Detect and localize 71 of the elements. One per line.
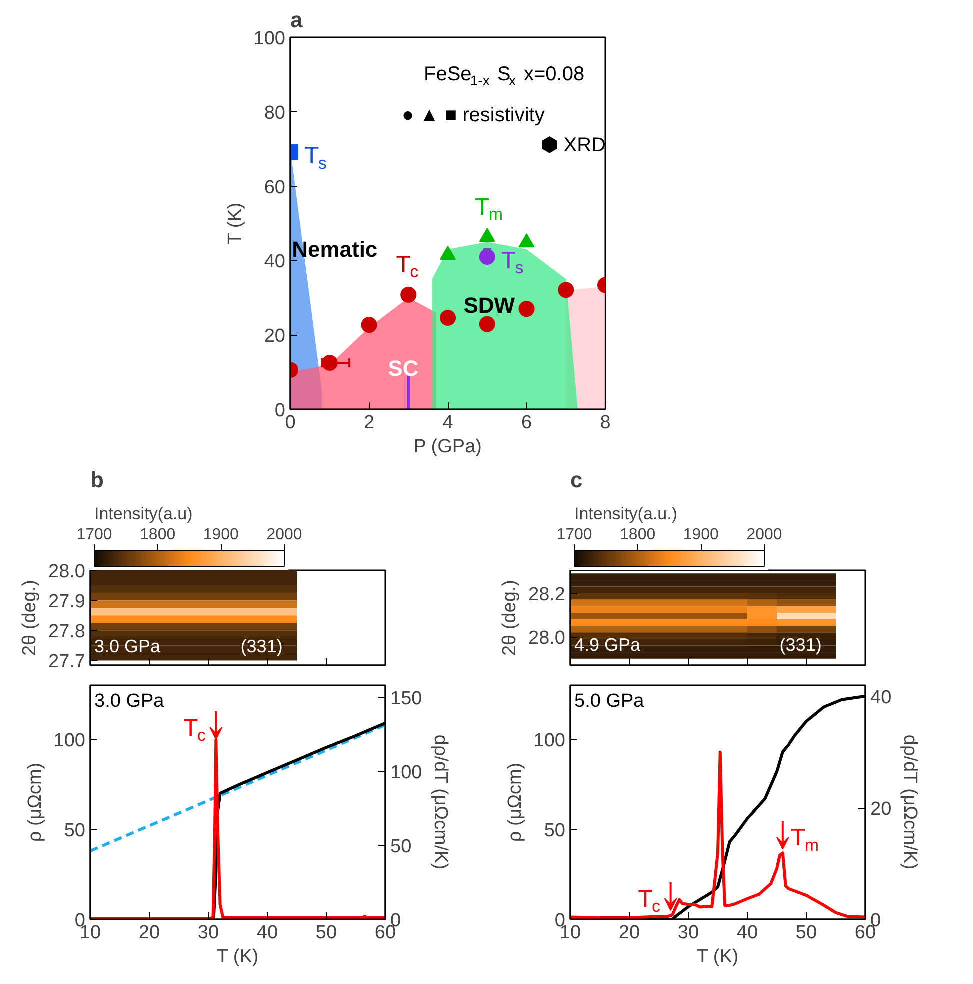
y-tick-label: 27.9 [48,592,86,613]
y-tick-label: 100 [54,730,86,752]
point [558,282,574,298]
annotation: (331) [240,636,283,657]
y2-tick-label: 150 [390,688,422,710]
annotation: ⬢ XRD [541,134,606,156]
annotation: SDW [464,292,516,318]
y-tick-label: 50 [544,820,566,842]
y-tick-label: 27.7 [48,652,86,673]
y-axis-title: ρ (μΩcm) [504,762,526,842]
y-axis-title: T (K) [224,202,246,245]
y-axis-title: ρ (μΩcm) [24,762,46,842]
chart-title: c [570,468,583,492]
annotation: 3.0 GPa [94,691,165,712]
y-axis-title: 2θ (deg.) [20,580,41,656]
y2-axis-title: dρ/dT (μΩcm/K) [430,734,452,870]
y-tick-label: 28.0 [48,562,86,582]
y2-tick-label: 40 [870,688,892,709]
x-axis-title: T (K) [216,946,259,968]
color-bar-label: 1800 [620,526,656,544]
annotation: 5.0 GPa [574,691,645,712]
x-tick-label: 50 [316,922,338,944]
x-tick-label: 30 [678,922,700,944]
x-tick-label: 50 [796,922,818,944]
y2-axis-title: dρ/dT (μΩcm/K) [900,734,921,870]
y-tick-label: 100 [534,730,566,752]
color-bar-title: Intensity(a.u) [94,504,193,524]
y2-tick-label: 20 [870,799,892,820]
point [479,316,496,332]
x-tick-label: 20 [618,922,640,944]
x-axis-title: P (GPa) [414,436,482,458]
y-tick-label: 80 [264,102,286,124]
y-tick-label: 40 [264,252,286,273]
y2-tick-label: 50 [390,836,412,858]
color-bar-title: Intensity(a.u.) [574,504,678,524]
y-tick-label: 27.8 [48,622,86,643]
annotation: 4.9 GPa [574,634,642,655]
color-bar-label: 1800 [140,526,176,544]
y-tick-label: 28.2 [528,584,566,606]
y-tick-label: 28.0 [528,628,566,650]
y-tick-label: 50 [64,820,86,842]
color-bar-label: 2000 [746,526,782,544]
y-tick-label: 60 [264,177,286,198]
annotation: (331) [780,634,822,655]
color-bar-label: 1900 [683,526,720,544]
color-bar-label: 1900 [203,526,240,544]
annotation: SC [388,356,419,382]
chart-title: a [290,8,304,32]
x-axis-title: T (K) [696,946,739,968]
x-tick-label: 30 [198,922,220,944]
x-tick-label: 6 [521,412,532,434]
x-tick-label: 4 [442,412,454,434]
x-tick-label: 8 [600,412,611,434]
color-bar-label: 1700 [76,526,112,544]
x-tick-label: 40 [736,922,758,944]
chart-title: b [90,468,104,492]
annotation: 3.0 GPa [94,636,162,657]
y-tick-label: 100 [254,28,286,50]
x-tick-label: 20 [138,922,160,944]
point [400,286,417,303]
y-axis-title: 2θ (deg.) [500,580,521,656]
color-bar-label: 2000 [266,526,302,544]
annotation: Nematic [292,237,378,262]
x-tick-label: 2 [364,412,375,434]
point [479,248,496,265]
y-tick-label: 20 [264,326,286,348]
point [518,301,535,318]
y2-tick-label: 100 [390,762,422,784]
annotation: ● ▲ ■ resistivity [402,104,545,127]
color-bar-label: 1700 [556,526,592,544]
point [440,310,456,326]
